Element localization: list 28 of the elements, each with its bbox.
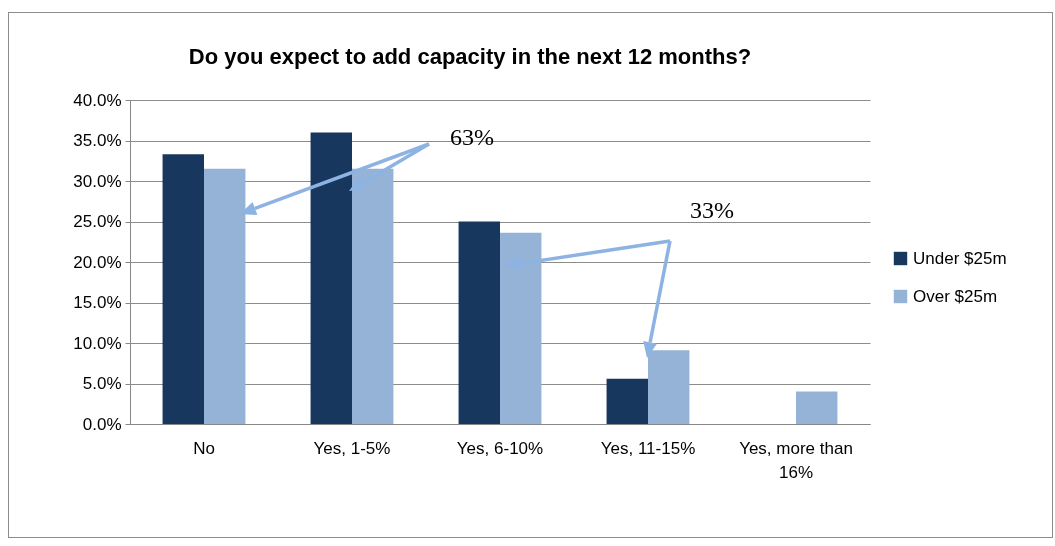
bar <box>796 391 838 424</box>
bar <box>500 232 542 424</box>
y-tick-label: 40.0% <box>73 90 122 110</box>
annotation: 33% <box>690 197 734 223</box>
bar <box>352 168 394 424</box>
bar <box>204 168 246 424</box>
x-tick-label: No <box>193 438 215 458</box>
y-tick-label: 15.0% <box>73 293 122 312</box>
y-tick-label: 25.0% <box>73 212 122 231</box>
x-tick-label: Yes, 1-5% <box>313 438 391 458</box>
y-tick-label: 20.0% <box>73 252 122 272</box>
bar <box>648 350 690 424</box>
y-tick-label: 5.0% <box>82 374 122 393</box>
y-tick-label: 0.0% <box>82 414 122 434</box>
legend-label: Under $25m <box>913 248 1007 268</box>
x-tick-label: Yes, 11-15% <box>600 438 696 458</box>
annotation: 63% <box>450 124 494 150</box>
bar <box>310 132 352 424</box>
y-tick-label: 35.0% <box>73 131 122 150</box>
bar <box>606 378 648 424</box>
y-tick-label: 10.0% <box>73 333 122 353</box>
x-tick-label: Yes, more than 16% <box>739 438 853 482</box>
legend-label: Over $25m <box>913 286 998 306</box>
bar <box>458 221 500 424</box>
y-tick-label: 30.0% <box>73 171 122 191</box>
chart-title: Do you expect to add capacity in the next 12 months? <box>188 44 752 69</box>
x-tick-label: Yes, 6-10% <box>456 438 544 458</box>
bar <box>162 154 204 424</box>
